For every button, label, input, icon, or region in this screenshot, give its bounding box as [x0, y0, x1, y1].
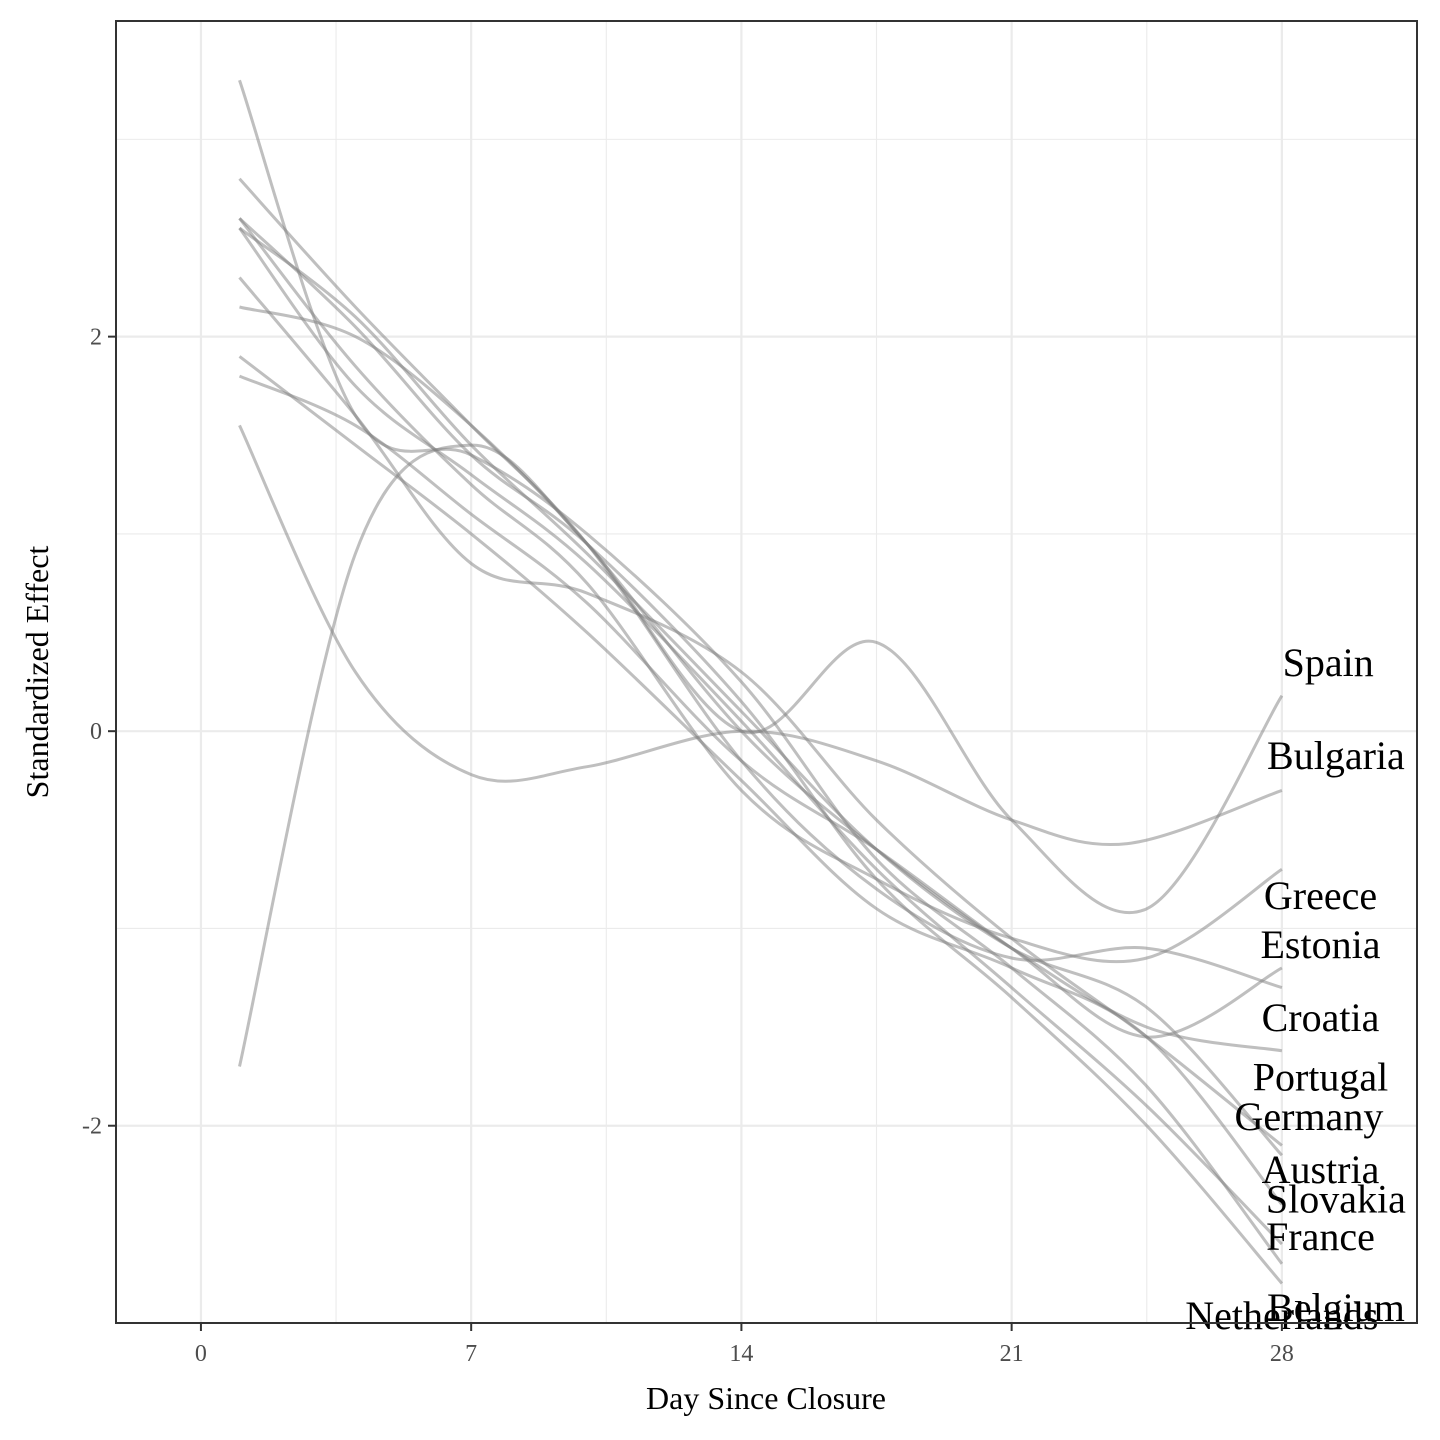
series-line-estonia	[238, 177, 1283, 990]
series-label-estonia: Estonia	[1260, 922, 1380, 967]
series-label-croatia: Croatia	[1262, 995, 1380, 1040]
x-tick-label: 0	[195, 1341, 207, 1367]
series-line-austria	[238, 226, 1284, 1157]
series-line-belgium	[238, 217, 1284, 1285]
series-lines	[238, 79, 1284, 1285]
y-tick-label: 2	[90, 325, 102, 351]
plot-background	[116, 21, 1417, 1323]
series-label-france: France	[1266, 1214, 1375, 1259]
series-line-netherlands	[238, 79, 1284, 1265]
series-label-portugal: Portugal	[1253, 1054, 1389, 1099]
series-line-greece	[238, 217, 1283, 964]
series-line-portugal	[238, 374, 1283, 1039]
y-axis-ticks: -2 0 2	[82, 325, 116, 1140]
y-tick-label: -2	[82, 1114, 102, 1140]
series-line-spain	[238, 443, 1284, 1067]
series-label-spain: Spain	[1283, 640, 1374, 685]
x-tick-label: 21	[1000, 1341, 1024, 1367]
y-axis-title: Standardized Effect	[19, 546, 55, 799]
series-line-slovakia	[238, 355, 1284, 1206]
x-tick-label: 14	[729, 1341, 753, 1367]
series-label-austria: Austria	[1262, 1147, 1380, 1192]
series-line-france	[238, 227, 1283, 1246]
series-label-germany: Germany	[1234, 1094, 1383, 1139]
series-label-greece: Greece	[1264, 873, 1377, 918]
major-gridlines	[116, 21, 1417, 1323]
y-tick-label: 0	[90, 719, 102, 745]
series-line-bulgaria	[238, 424, 1283, 847]
x-axis-ticks: 0 7 14 21 28	[195, 1323, 1294, 1367]
series-label-slovakia: Slovakia	[1266, 1177, 1406, 1222]
x-tick-label: 28	[1270, 1341, 1294, 1367]
series-label-netherlands: Netherlands	[1185, 1293, 1378, 1338]
series-label-bulgaria: Bulgaria	[1267, 733, 1405, 778]
plot-border	[115, 20, 1418, 1324]
x-tick-label: 7	[465, 1341, 477, 1367]
x-axis-title: Day Since Closure	[646, 1380, 886, 1416]
